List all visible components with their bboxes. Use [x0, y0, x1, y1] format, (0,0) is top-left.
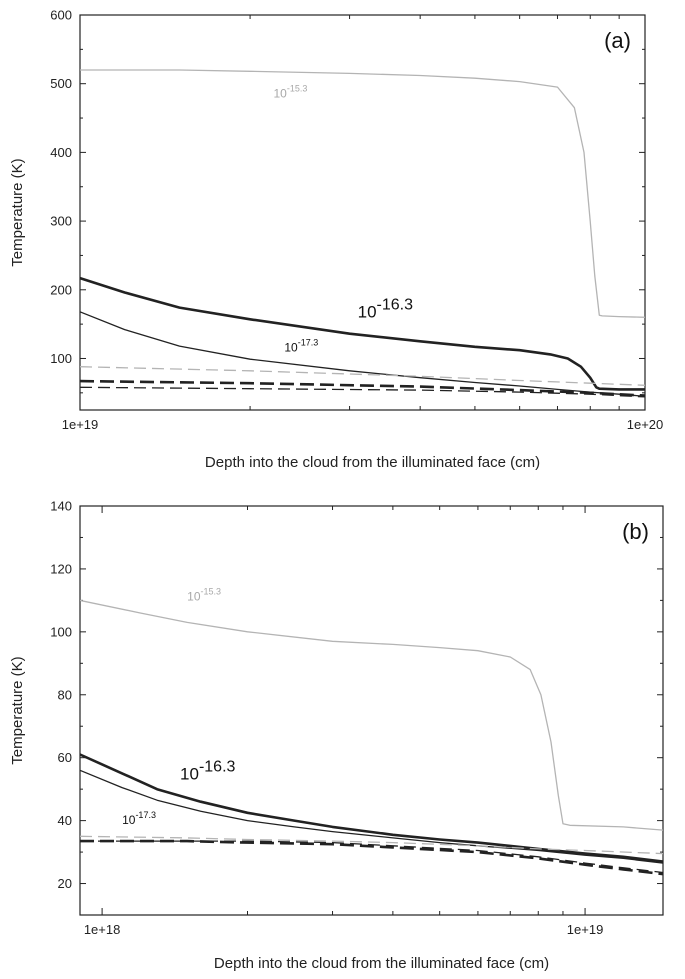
plot-frame	[79, 14, 646, 411]
chart-panel-b: 20 40 60 80 100 120 140 1e+18 1e+19 Depth into th…	[9, 499, 664, 972]
series-line	[80, 311, 645, 397]
series-line	[80, 69, 645, 318]
y-tick-label: 200	[50, 282, 72, 297]
series-group	[80, 69, 645, 398]
annotation-base: 10	[122, 813, 136, 827]
curve-annotation: 10-15.3	[273, 83, 307, 100]
y-tick-label: 300	[50, 214, 72, 229]
annotation-exponent: -15.3	[287, 83, 308, 93]
series-line	[80, 276, 645, 391]
annotation-exponent: -16.3	[377, 296, 414, 313]
y-tick-label: 80	[58, 687, 72, 702]
plot-frame	[79, 505, 664, 916]
panel-label: (b)	[622, 519, 649, 544]
x-tick-label: 1e+18	[84, 922, 121, 937]
y-tick-label: 100	[50, 351, 72, 366]
series-group	[80, 599, 663, 876]
x-tick-label: 1e+19	[62, 417, 99, 432]
annotation-exponent: -17.3	[135, 810, 156, 820]
annotation-exponent: -15.3	[201, 586, 222, 596]
curve-annotation: 10-16.3	[180, 759, 235, 784]
y-axis-label: Temperature (K)	[9, 158, 26, 266]
series-line	[80, 840, 663, 874]
series-line	[80, 839, 663, 876]
panel-label: (a)	[604, 28, 631, 53]
curve-annotation: 10-15.3	[187, 586, 221, 603]
y-tick-label: 60	[58, 750, 72, 765]
annotation-exponent: -17.3	[298, 338, 319, 348]
chart-panel-a: 100 200 300 400 500 600 1e+19 1e+20 Depth into t…	[9, 8, 663, 472]
annotation-base: 10	[187, 589, 201, 603]
annotation-base: 10	[284, 341, 298, 355]
y-axis-label: Temperature (K)	[9, 656, 26, 764]
x-tick-label: 1e+19	[567, 922, 604, 937]
y-tick-label: 500	[50, 76, 72, 91]
y-tick-label: 40	[58, 813, 72, 828]
x-tick-label: 1e+20	[627, 417, 664, 432]
series-line	[80, 769, 663, 864]
series-line	[80, 386, 645, 398]
series-line	[80, 753, 663, 863]
x-axis-label: Depth into the cloud from the illuminate…	[205, 454, 540, 471]
y-tick-label: 600	[50, 8, 72, 23]
curve-annotation: 10-16.3	[358, 296, 413, 321]
y-tick-label: 20	[58, 876, 72, 891]
annotation-exponent: -16.3	[199, 759, 236, 776]
annotation-base: 10	[273, 86, 287, 100]
y-tick-label: 400	[50, 145, 72, 160]
annotation-base: 10	[358, 302, 377, 321]
series-line	[80, 835, 663, 855]
curve-annotation: 10-17.3	[122, 810, 156, 827]
y-tick-label: 140	[50, 499, 72, 514]
y-tick-label: 120	[50, 561, 72, 576]
series-line	[80, 379, 645, 397]
annotation-base: 10	[180, 765, 199, 784]
y-tick-label: 100	[50, 624, 72, 639]
x-axis-label: Depth into the cloud from the illuminate…	[214, 955, 549, 972]
curve-annotation: 10-17.3	[284, 338, 318, 355]
series-line	[80, 599, 663, 831]
